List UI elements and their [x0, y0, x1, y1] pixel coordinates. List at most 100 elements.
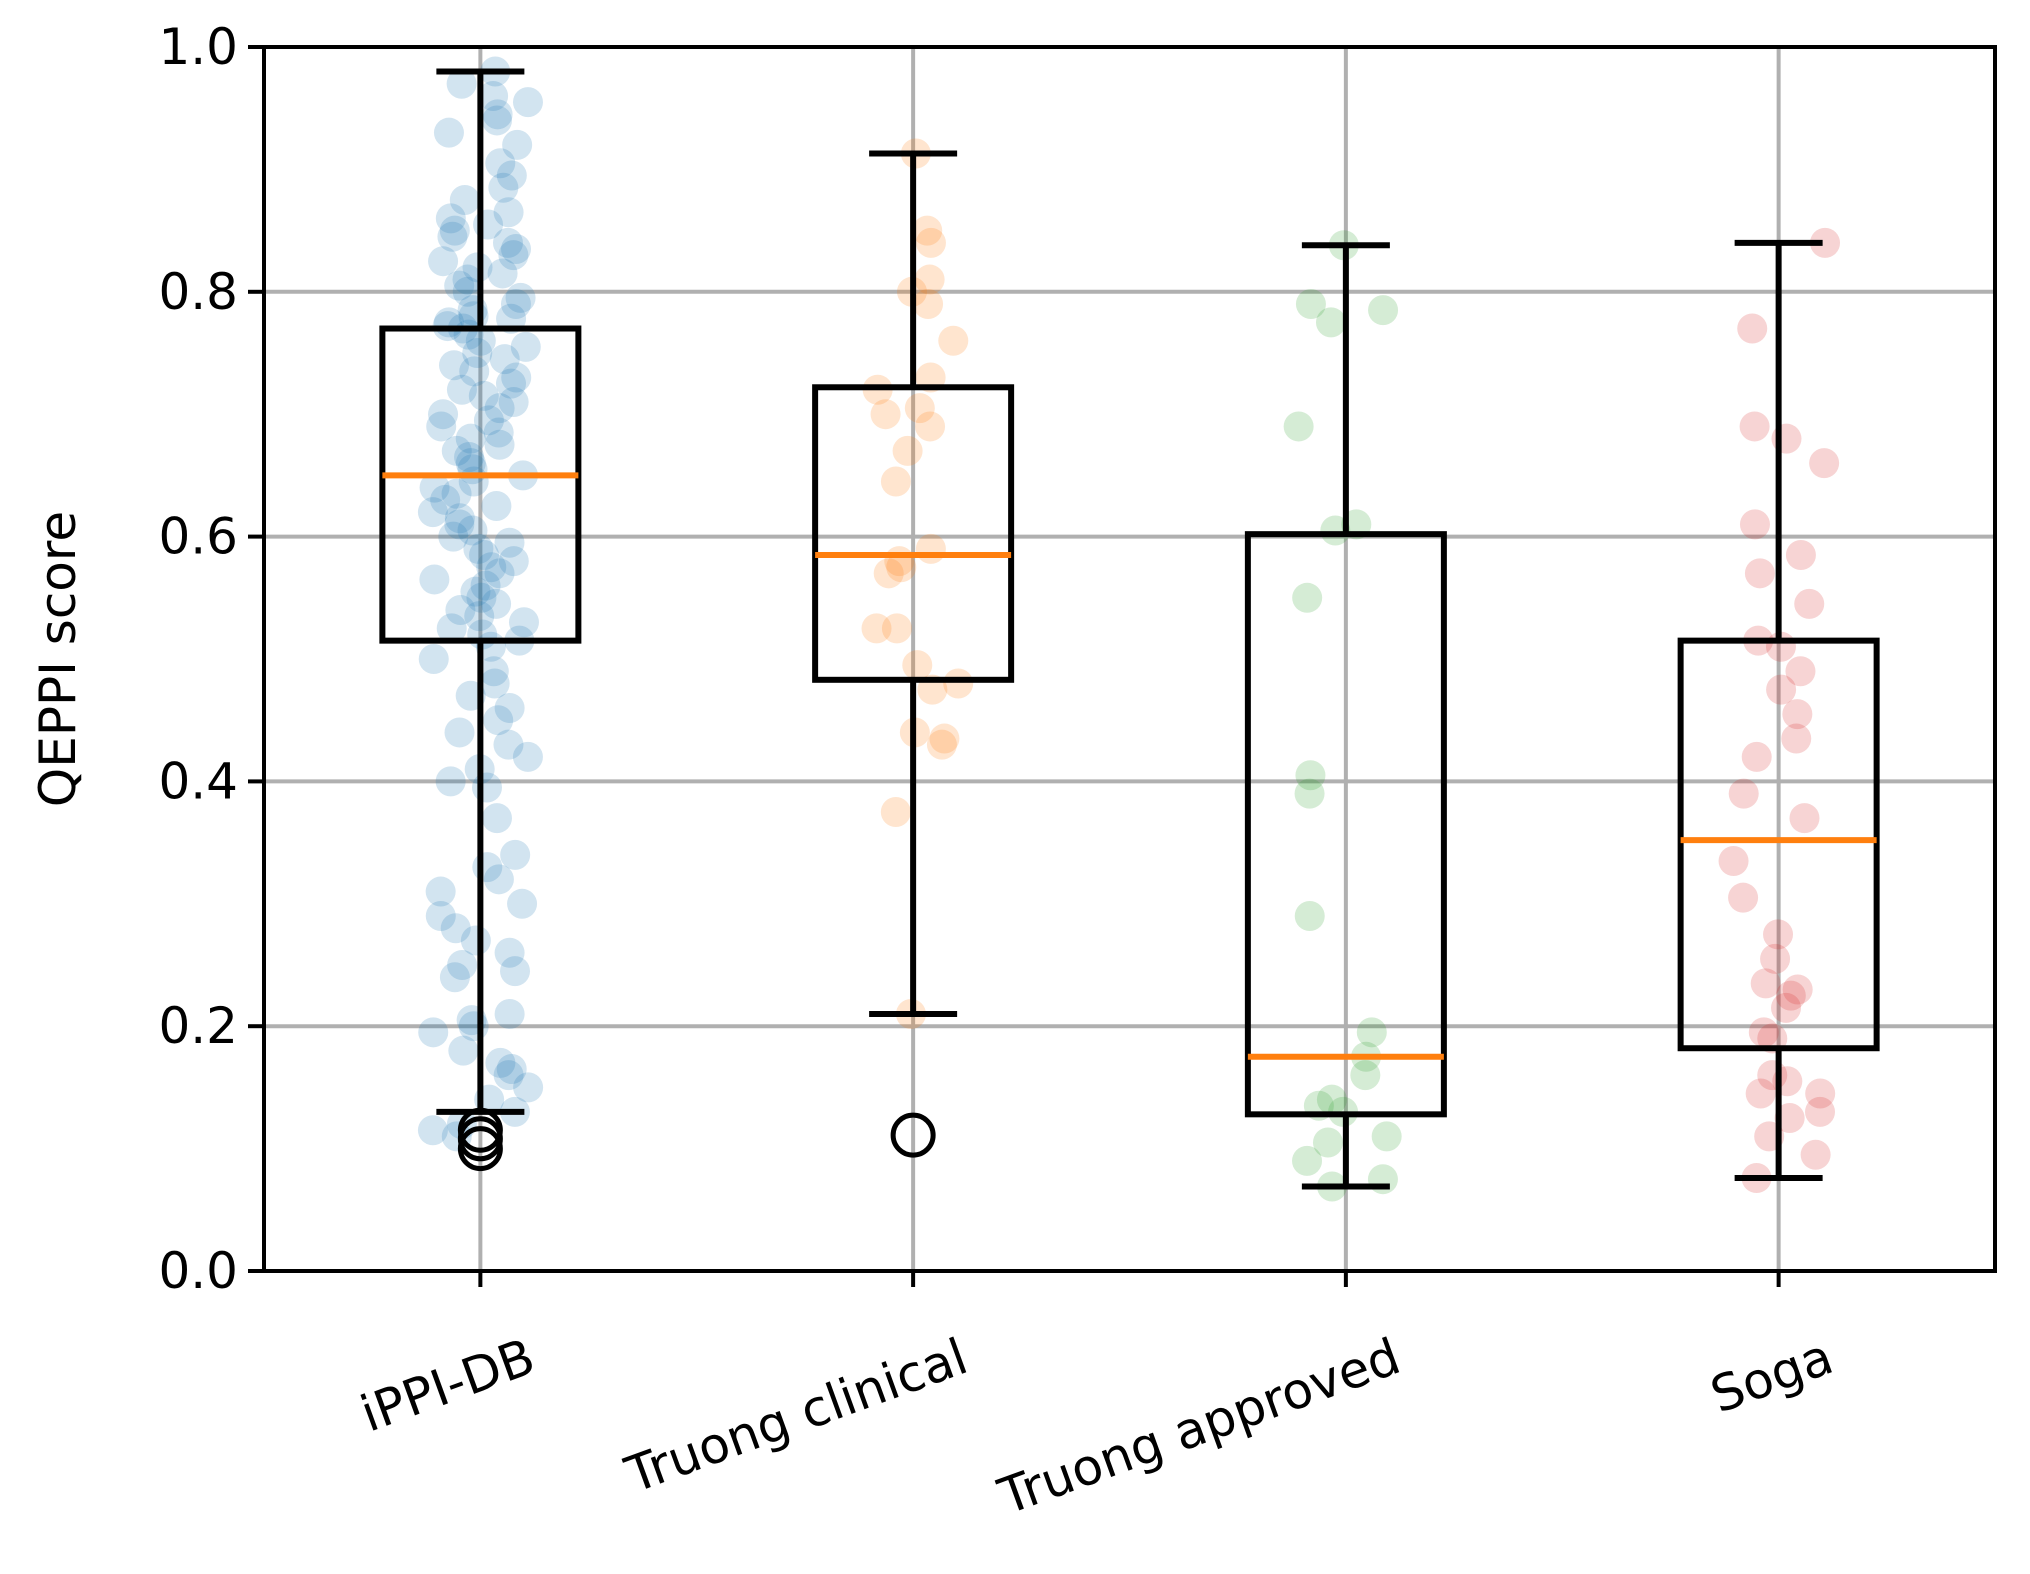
- data-point: [438, 521, 469, 552]
- data-point: [460, 576, 491, 607]
- data-point: [483, 705, 514, 736]
- data-point: [1809, 448, 1840, 479]
- y-tick-label: 0.6: [158, 508, 238, 566]
- data-point: [1741, 741, 1772, 772]
- box-elements: [379, 68, 1880, 1190]
- axes: 0.0 0.2 0.4 0.6 0.8 1.0 iPPI-DB Truong clinical…: [158, 18, 1840, 1526]
- data-point: [1760, 943, 1791, 974]
- data-point: [1785, 539, 1816, 570]
- data-point: [452, 276, 483, 307]
- data-point: [1295, 289, 1326, 320]
- data-point: [494, 527, 525, 558]
- data-point: [430, 484, 461, 515]
- data-point: [454, 442, 485, 473]
- data-point: [1744, 558, 1775, 589]
- data-point: [929, 723, 960, 754]
- data-point: [498, 240, 529, 271]
- y-axis-title: QEPPI score: [29, 511, 87, 807]
- x-tick-label: Truong clinical: [617, 1327, 974, 1504]
- data-point: [494, 998, 525, 1029]
- data-point: [444, 717, 475, 748]
- data-point: [482, 99, 513, 130]
- data-point: [1782, 974, 1813, 1005]
- data-point: [435, 766, 466, 797]
- data-point: [447, 950, 478, 980]
- data-point: [444, 503, 475, 534]
- data-point: [1763, 919, 1794, 950]
- data-point: [914, 264, 945, 295]
- data-point: [470, 570, 501, 601]
- y-tick-label: 0.2: [158, 997, 238, 1055]
- data-point: [1294, 778, 1325, 809]
- data-point: [512, 87, 543, 118]
- data-point: [1367, 1164, 1398, 1195]
- data-point: [435, 203, 466, 234]
- data-point: [880, 466, 911, 497]
- data-point: [484, 393, 515, 424]
- data-point: [492, 227, 523, 258]
- data-point: [425, 901, 456, 932]
- y-tick-label: 0.8: [158, 263, 238, 321]
- data-point: [510, 331, 541, 362]
- data-point: [494, 937, 525, 968]
- data-point: [460, 925, 491, 956]
- data-point: [1782, 699, 1813, 730]
- data-point: [902, 650, 933, 681]
- data-point: [459, 356, 490, 387]
- data-point: [489, 344, 520, 375]
- data-point: [433, 117, 464, 148]
- data-point: [481, 105, 512, 136]
- data-point: [455, 423, 486, 454]
- data-point: [873, 558, 904, 589]
- data-point: [446, 68, 477, 99]
- data-point: [500, 956, 531, 987]
- data-point: [426, 411, 457, 442]
- data-point: [481, 803, 512, 834]
- data-point: [444, 270, 475, 301]
- data-point: [1745, 1078, 1776, 1109]
- data-point: [501, 362, 532, 393]
- data-point: [487, 258, 518, 289]
- data-point: [926, 729, 957, 760]
- data-point: [1774, 1103, 1805, 1133]
- data-point: [473, 405, 504, 436]
- data-point: [501, 233, 532, 264]
- data-point: [913, 289, 944, 320]
- box-iqr: [379, 325, 582, 644]
- data-point: [1295, 760, 1326, 791]
- data-point: [1315, 307, 1346, 338]
- data-point: [449, 185, 480, 215]
- data-point: [464, 601, 495, 632]
- data-point: [478, 80, 509, 111]
- data-point: [1350, 1060, 1381, 1091]
- data-point: [880, 797, 911, 827]
- data-point: [1718, 845, 1749, 876]
- data-point: [1750, 968, 1781, 999]
- data-point: [437, 221, 468, 252]
- data-point: [440, 913, 471, 944]
- data-point: [904, 393, 935, 424]
- data-point: [481, 491, 512, 521]
- data-point: [484, 429, 515, 460]
- data-point: [428, 399, 459, 430]
- data-point: [1810, 227, 1841, 258]
- data-point: [1794, 588, 1825, 619]
- box-iqr: [1677, 637, 1880, 1052]
- data-point: [419, 472, 450, 503]
- data-point: [419, 564, 450, 595]
- data-point: [485, 1047, 516, 1078]
- data-point: [508, 607, 539, 638]
- data-point: [417, 1115, 448, 1146]
- data-point: [1739, 411, 1770, 442]
- data-point: [1294, 901, 1325, 932]
- data-point: [915, 411, 946, 442]
- data-point: [513, 1072, 544, 1103]
- data-point: [468, 380, 499, 411]
- data-point: [479, 668, 510, 699]
- data-point: [462, 338, 493, 368]
- data-point: [418, 1017, 449, 1048]
- data-point: [478, 656, 509, 687]
- data-point: [1368, 295, 1399, 326]
- data-point: [915, 533, 946, 564]
- data-point: [465, 325, 496, 356]
